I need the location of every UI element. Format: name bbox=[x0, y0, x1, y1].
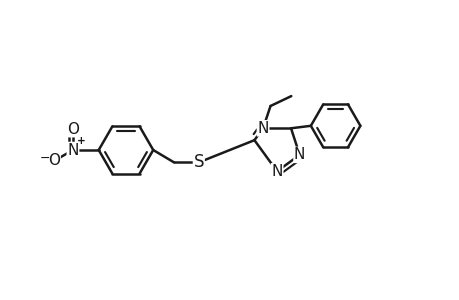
Text: −: − bbox=[40, 152, 50, 164]
Text: O: O bbox=[48, 153, 60, 168]
Text: N: N bbox=[67, 142, 78, 158]
Text: S: S bbox=[193, 153, 204, 171]
Text: N: N bbox=[271, 164, 282, 179]
Text: O: O bbox=[67, 122, 79, 137]
Text: N: N bbox=[257, 121, 268, 136]
Text: N: N bbox=[293, 147, 305, 162]
Text: +: + bbox=[76, 136, 85, 146]
